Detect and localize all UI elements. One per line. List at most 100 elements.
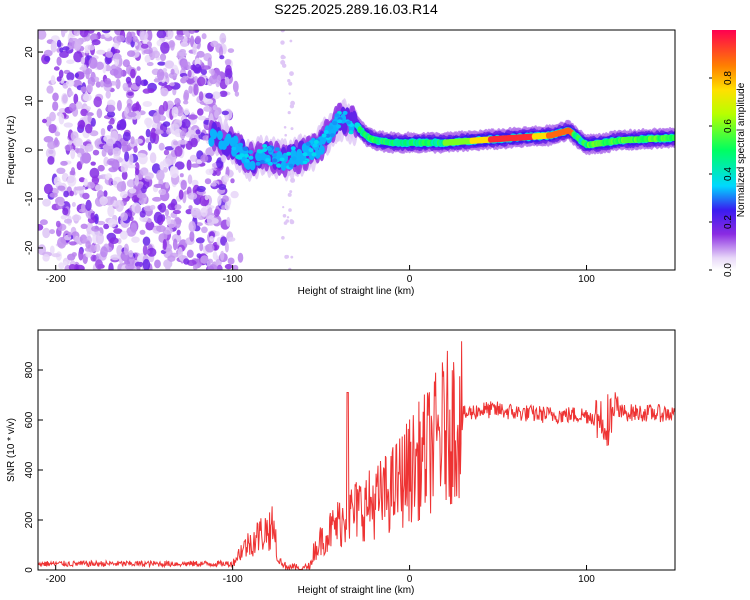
noise-blob [210, 68, 215, 76]
noise-blob [122, 82, 129, 91]
noise-blobs [38, 30, 296, 270]
signal-cell [235, 155, 241, 160]
noise-blob [193, 76, 198, 82]
noise-blob [49, 192, 58, 198]
signal-cell [332, 121, 338, 126]
noise-blob [60, 160, 68, 166]
noise-blob [200, 255, 209, 264]
noise-blob [112, 53, 122, 60]
noise-blob [218, 46, 224, 58]
noise-blob [182, 75, 189, 81]
noise-blob [202, 135, 210, 141]
noise-blob [152, 50, 161, 59]
noise-blob [232, 80, 239, 93]
noise-blob [68, 90, 74, 96]
noise-blob [85, 143, 94, 152]
noise-blob [153, 78, 161, 83]
signal-cell [279, 157, 285, 162]
noise-blob [290, 100, 295, 106]
noise-blob [153, 183, 164, 188]
noise-blob [192, 43, 197, 56]
y-tick-label: -10 [24, 191, 35, 206]
noise-blob [198, 91, 204, 101]
noise-blob [187, 69, 192, 78]
noise-blob [140, 30, 149, 41]
noise-blob [172, 209, 181, 215]
noise-blob [56, 167, 66, 174]
noise-blob [210, 182, 217, 187]
noise-blob [91, 39, 101, 46]
noise-blob [87, 44, 95, 51]
noise-blob [58, 113, 65, 125]
noise-blob [67, 175, 77, 187]
noise-blob [237, 252, 244, 263]
signal-cell [290, 146, 296, 151]
x-tick-label: 0 [407, 274, 413, 285]
noise-blob [280, 30, 285, 33]
noise-blob [222, 195, 229, 203]
noise-blob [69, 102, 77, 112]
noise-blob [69, 190, 74, 197]
noise-blob [139, 229, 146, 235]
colorbar-ticks: 0.0 0.2 0.4 0.6 0.8 [709, 71, 734, 277]
noise-blob [188, 85, 193, 94]
y-tick-label: 20 [24, 46, 35, 58]
noise-blob [188, 205, 193, 210]
signal-cell [302, 160, 308, 165]
signal-cell [272, 158, 278, 163]
noise-blob [107, 218, 117, 228]
signal-cell [336, 124, 342, 129]
noise-blob [162, 100, 169, 112]
colorbar: 0.0 0.2 0.4 0.6 0.8 Normalized spectral ampl… [709, 30, 747, 277]
noise-blob [191, 179, 199, 187]
noise-blob [224, 201, 231, 211]
noise-blob [100, 128, 106, 136]
noise-blob [203, 98, 214, 105]
noise-blob [74, 186, 85, 191]
noise-blob [79, 66, 88, 71]
noise-blob [186, 249, 194, 258]
noise-blob [183, 100, 189, 105]
noise-blob [134, 138, 143, 144]
noise-blob [288, 267, 292, 270]
snr-ylabel: SNR (10 * v/v) [6, 418, 17, 482]
noise-blob [131, 236, 140, 243]
noise-blob [124, 151, 130, 162]
noise-blob [150, 204, 156, 210]
noise-blob [168, 40, 175, 48]
noise-blob [80, 56, 86, 65]
spectrogram-x-ticks: -200 -100 0 100 [46, 265, 595, 285]
noise-blob [212, 104, 218, 111]
noise-blob [63, 122, 73, 128]
noise-blob [152, 196, 162, 202]
noise-blob [167, 30, 172, 39]
noise-blob [224, 241, 229, 253]
signal-cell [244, 158, 250, 163]
noise-blob [212, 91, 221, 100]
noise-blob [284, 133, 288, 137]
noise-blob [215, 231, 220, 237]
x-tick-label: -200 [46, 574, 66, 585]
noise-blob [287, 79, 291, 83]
noise-blob [73, 137, 83, 147]
noise-blob [210, 40, 219, 48]
noise-blob [216, 264, 223, 270]
noise-blob [110, 254, 120, 261]
noise-blob [116, 35, 125, 43]
signal-cell [342, 110, 348, 115]
noise-blob [133, 145, 138, 153]
noise-blob [196, 76, 206, 87]
noise-blob [71, 214, 82, 222]
noise-blob [190, 137, 198, 148]
noise-blob [188, 114, 198, 120]
noise-blob [187, 192, 198, 200]
noise-blob [176, 229, 181, 236]
noise-blob [153, 211, 163, 224]
noise-blob [87, 114, 92, 123]
noise-blob [167, 203, 177, 211]
noise-blob [174, 34, 185, 41]
spectrogram-content [38, 30, 675, 270]
noise-blob [103, 190, 108, 198]
noise-blob [287, 111, 291, 115]
noise-blob [95, 184, 103, 192]
